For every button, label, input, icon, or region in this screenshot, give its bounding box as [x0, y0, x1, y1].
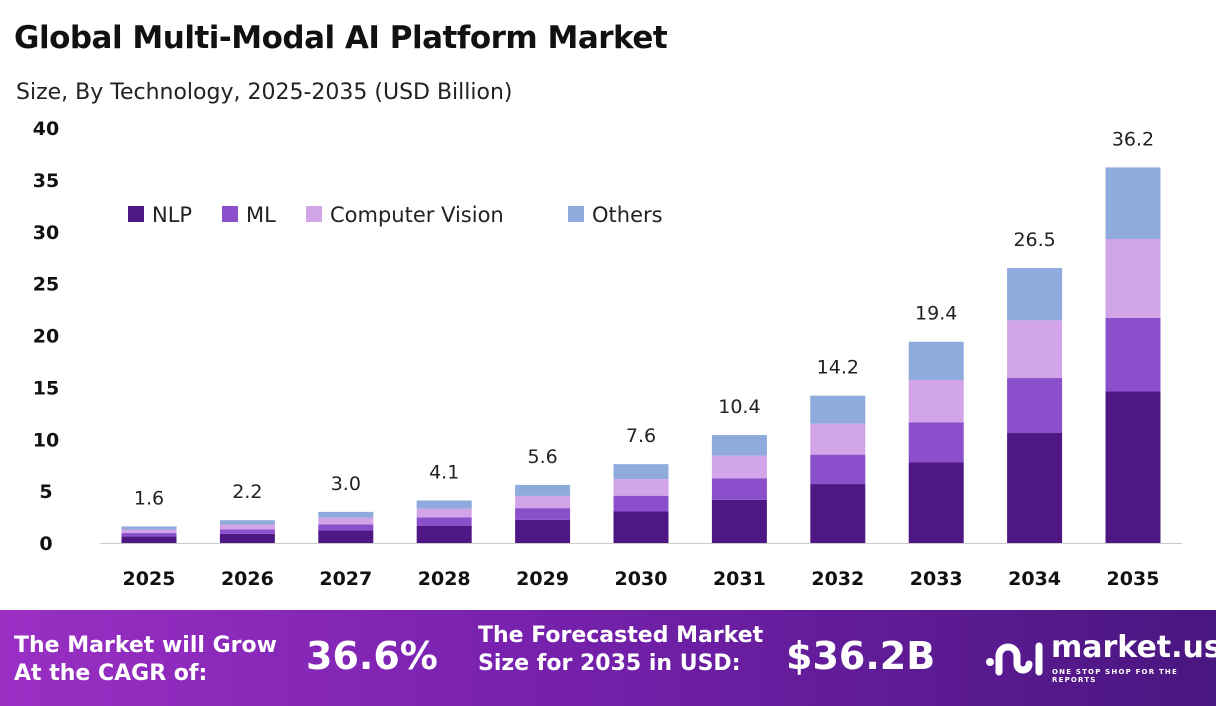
- bar-segment-nlp: [810, 484, 866, 543]
- bar-segment-ml: [121, 533, 177, 537]
- y-tick-label: 5: [39, 481, 52, 503]
- chart-title: Global Multi-Modal AI Platform Market: [14, 20, 668, 56]
- x-tick-label: 2026: [221, 568, 274, 590]
- y-tick-label: 30: [33, 222, 59, 244]
- cagr-label: The Market will Grow At the CAGR of:: [14, 632, 277, 688]
- forecast-label-line2: Size for 2035 in USD:: [478, 651, 741, 676]
- total-data-label: 5.6: [527, 446, 557, 468]
- x-tick-label: 2033: [910, 568, 963, 590]
- y-tick-label: 25: [33, 274, 59, 296]
- x-tick-label: 2029: [516, 568, 569, 590]
- cagr-value: 36.6%: [306, 634, 438, 678]
- y-tick-label: 0: [39, 533, 52, 555]
- bar-segment-nlp: [613, 511, 669, 543]
- x-tick-label: 2031: [713, 568, 766, 590]
- total-data-label: 14.2: [817, 357, 859, 379]
- bar-segment-ml: [908, 422, 964, 463]
- bar-segment-others: [121, 526, 177, 530]
- x-tick-label: 2028: [418, 568, 471, 590]
- legend-label: Computer Vision: [330, 203, 504, 227]
- bar-segment-others: [1105, 167, 1161, 240]
- stacked-bar-chart: 05101520253035401.620252.220263.020274.1…: [33, 118, 1182, 590]
- y-tick-label: 15: [33, 377, 59, 399]
- bar-segment-ml: [711, 478, 767, 500]
- bar-segment-ml: [318, 524, 374, 531]
- bar-segment-others: [515, 484, 571, 496]
- bar-segment-ml: [1007, 378, 1063, 434]
- bar-segment-nlp: [416, 525, 472, 543]
- bar-segment-computer-vision: [613, 479, 669, 496]
- bar-segment-ml: [810, 454, 866, 485]
- total-data-label: 4.1: [429, 461, 459, 483]
- x-tick-label: 2030: [615, 568, 668, 590]
- legend-swatch: [222, 206, 238, 222]
- y-tick-label: 20: [33, 326, 59, 348]
- bar-segment-others: [1007, 268, 1063, 321]
- bar-segment-ml: [416, 517, 472, 526]
- bar-segment-computer-vision: [711, 455, 767, 479]
- total-data-label: 26.5: [1013, 229, 1055, 251]
- total-data-label: 3.0: [331, 473, 361, 495]
- bar-segment-computer-vision: [1007, 320, 1063, 379]
- legend-swatch: [568, 206, 584, 222]
- total-data-label: 36.2: [1112, 128, 1154, 150]
- total-data-label: 2.2: [232, 481, 262, 503]
- bar-segment-others: [416, 500, 472, 509]
- total-data-label: 1.6: [134, 487, 164, 509]
- bar-segment-others: [810, 395, 866, 424]
- bar-segment-nlp: [515, 519, 571, 543]
- bar-segment-computer-vision: [318, 517, 374, 525]
- bar-segment-ml: [219, 529, 275, 534]
- bar-segment-computer-vision: [1105, 239, 1161, 318]
- bar-segment-computer-vision: [219, 524, 275, 530]
- bar-segment-nlp: [219, 533, 275, 543]
- y-tick-label: 40: [33, 118, 59, 140]
- logo-name: market.us: [1051, 630, 1216, 665]
- x-tick-label: 2035: [1107, 568, 1160, 590]
- x-tick-label: 2025: [123, 568, 176, 590]
- total-data-label: 7.6: [626, 425, 656, 447]
- bar-segment-others: [318, 511, 374, 518]
- legend-swatch: [306, 206, 322, 222]
- y-tick-label: 35: [33, 170, 59, 192]
- bar-segment-computer-vision: [121, 529, 177, 534]
- total-data-label: 10.4: [718, 396, 760, 418]
- bar-segment-computer-vision: [810, 423, 866, 455]
- bar-segment-others: [219, 520, 275, 525]
- forecast-label: The Forecasted Market Size for 2035 in US…: [478, 622, 763, 678]
- bar-segment-nlp: [121, 536, 177, 543]
- bar-segment-others: [613, 464, 669, 480]
- cagr-label-line2: At the CAGR of:: [14, 661, 208, 686]
- bar-segment-ml: [1105, 317, 1161, 392]
- bar-segment-computer-vision: [416, 508, 472, 518]
- forecast-value: $36.2B: [786, 634, 936, 678]
- x-tick-label: 2034: [1008, 568, 1061, 590]
- bar-segment-computer-vision: [515, 495, 571, 509]
- legend-label: NLP: [152, 203, 192, 227]
- legend-swatch: [128, 206, 144, 222]
- footer-banner: The Market will Grow At the CAGR of: 36.6…: [0, 610, 1216, 706]
- bar-segment-nlp: [1007, 433, 1063, 543]
- cagr-label-line1: The Market will Grow: [14, 633, 277, 658]
- bar-segment-computer-vision: [908, 380, 964, 423]
- bar-segment-ml: [613, 495, 669, 512]
- bar-segment-nlp: [711, 499, 767, 543]
- bar-segment-nlp: [318, 530, 374, 543]
- bar-segment-nlp: [908, 462, 964, 543]
- logo-tagline: ONE STOP SHOP FOR THE REPORTS: [1052, 668, 1178, 684]
- bar-segment-others: [711, 435, 767, 456]
- bar-segment-nlp: [1105, 391, 1161, 543]
- legend-label: Others: [592, 203, 663, 227]
- market-us-logo: market.us ONE STOP SHOP FOR THE REPORTS: [985, 630, 1216, 684]
- chart-subtitle: Size, By Technology, 2025-2035 (USD Bill…: [16, 80, 513, 105]
- y-tick-label: 10: [33, 429, 59, 451]
- total-data-label: 19.4: [915, 303, 957, 325]
- logo-mark-icon: [986, 642, 1043, 676]
- legend-label: ML: [246, 203, 276, 227]
- forecast-label-line1: The Forecasted Market: [478, 623, 764, 648]
- x-tick-label: 2027: [319, 568, 372, 590]
- x-tick-label: 2032: [811, 568, 864, 590]
- bar-segment-ml: [515, 508, 571, 520]
- bar-segment-others: [908, 341, 964, 381]
